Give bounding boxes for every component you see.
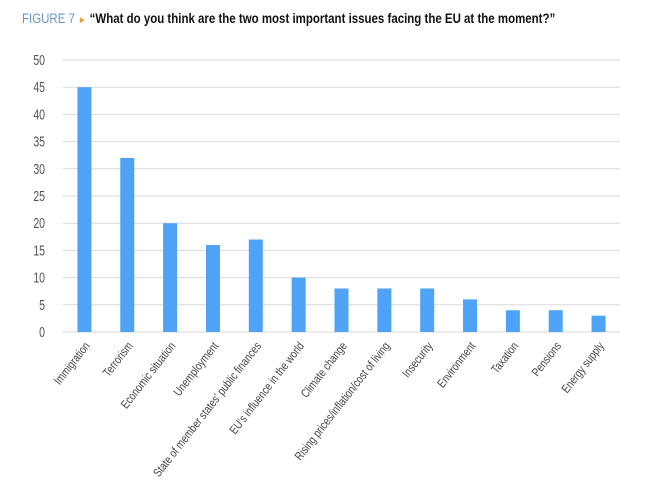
arrow-icon: ► [78,15,87,26]
x-tick-label: Immigration [52,340,93,388]
y-tick-label: 0 [39,323,45,340]
x-tick-label: Environment [435,340,479,391]
bar [205,244,220,332]
bar [163,223,178,332]
y-tick-label: 10 [33,269,45,286]
y-tick-label: 15 [33,241,45,258]
bar [548,310,563,332]
bar [377,288,392,332]
bar [248,239,263,332]
x-tick-label: EU’s influence in the world [227,340,307,437]
bar [77,87,92,332]
chart-title: FIGURE 7 ► “What do you think are the two … [22,10,555,26]
y-tick-label: 20 [33,214,45,231]
y-tick-label: 40 [33,105,45,122]
bar [420,288,435,332]
y-tick-label: 45 [33,78,45,95]
bar [120,157,135,332]
bar [591,315,606,332]
bar [463,299,478,332]
y-tick-label: 5 [39,296,45,313]
bar [505,310,520,332]
x-tick-label: Taxation [489,340,521,376]
x-tick-label: Pensions [530,339,565,379]
figure-label: FIGURE 7 [22,10,75,26]
x-tick-label: Insecurity [400,339,436,380]
bar [334,288,349,332]
x-tick-label: Terrorism [101,340,136,380]
y-tick-label: 30 [33,160,45,177]
bar [291,277,306,332]
question-text: “What do you think are the two most impo… [89,10,556,26]
y-tick-label: 25 [33,187,45,204]
y-tick-label: 35 [33,133,45,150]
y-tick-label: 50 [33,51,45,68]
x-tick-label: Rising prices/inflation/cost of living [293,340,393,463]
x-tick-label: Energy supply [559,339,607,395]
